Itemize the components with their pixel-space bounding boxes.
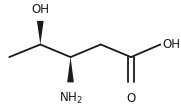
Text: O: O: [126, 92, 136, 105]
Polygon shape: [37, 21, 44, 44]
Text: NH$_2$: NH$_2$: [59, 91, 82, 106]
Text: OH: OH: [31, 3, 49, 16]
Polygon shape: [67, 57, 74, 82]
Text: OH: OH: [162, 38, 180, 51]
